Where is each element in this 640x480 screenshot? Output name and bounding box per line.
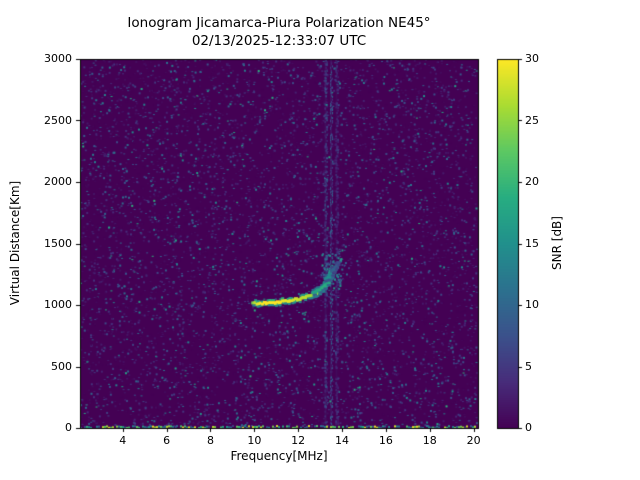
colorbar-tick-label: 0 (525, 421, 532, 434)
x-tick-label: 16 (378, 434, 393, 447)
chart-title: Ionogram Jicamarca-Piura Polarization NE… (127, 15, 431, 31)
chart-subtitle: 02/13/2025-12:33:07 UTC (191, 33, 367, 49)
x-tick-label: 12 (291, 434, 306, 447)
x-tick-label: 8 (206, 434, 214, 447)
colorbar-tick-label: 20 (525, 175, 539, 188)
x-tick-label: 6 (163, 434, 171, 447)
y-tick-label: 2000 (44, 175, 72, 188)
colorbar-tick-label: 15 (525, 236, 539, 250)
y-tick-label: 1500 (44, 236, 72, 250)
x-tick-label: 20 (466, 434, 481, 447)
x-tick-label: 4 (119, 434, 127, 447)
y-tick-label: 500 (51, 359, 72, 373)
colorbar-tick-label: 25 (525, 113, 539, 127)
y-tick-label: 3000 (44, 52, 72, 65)
colorbar-tick-label: 30 (525, 52, 539, 65)
colorbar-tick-label: 5 (525, 359, 532, 373)
x-tick-label: 18 (422, 434, 437, 447)
y-tick-label: 1000 (44, 298, 72, 311)
x-axis-label: Frequency[MHz] (230, 449, 328, 463)
y-axis-label: Virtual Distance[Km] (8, 180, 22, 306)
colorbar-tick-label: 10 (525, 298, 539, 311)
y-tick-label: 0 (65, 421, 72, 434)
y-tick-label: 2500 (44, 113, 72, 127)
x-tick-label: 10 (247, 434, 262, 447)
x-tick-label: 14 (335, 434, 350, 447)
